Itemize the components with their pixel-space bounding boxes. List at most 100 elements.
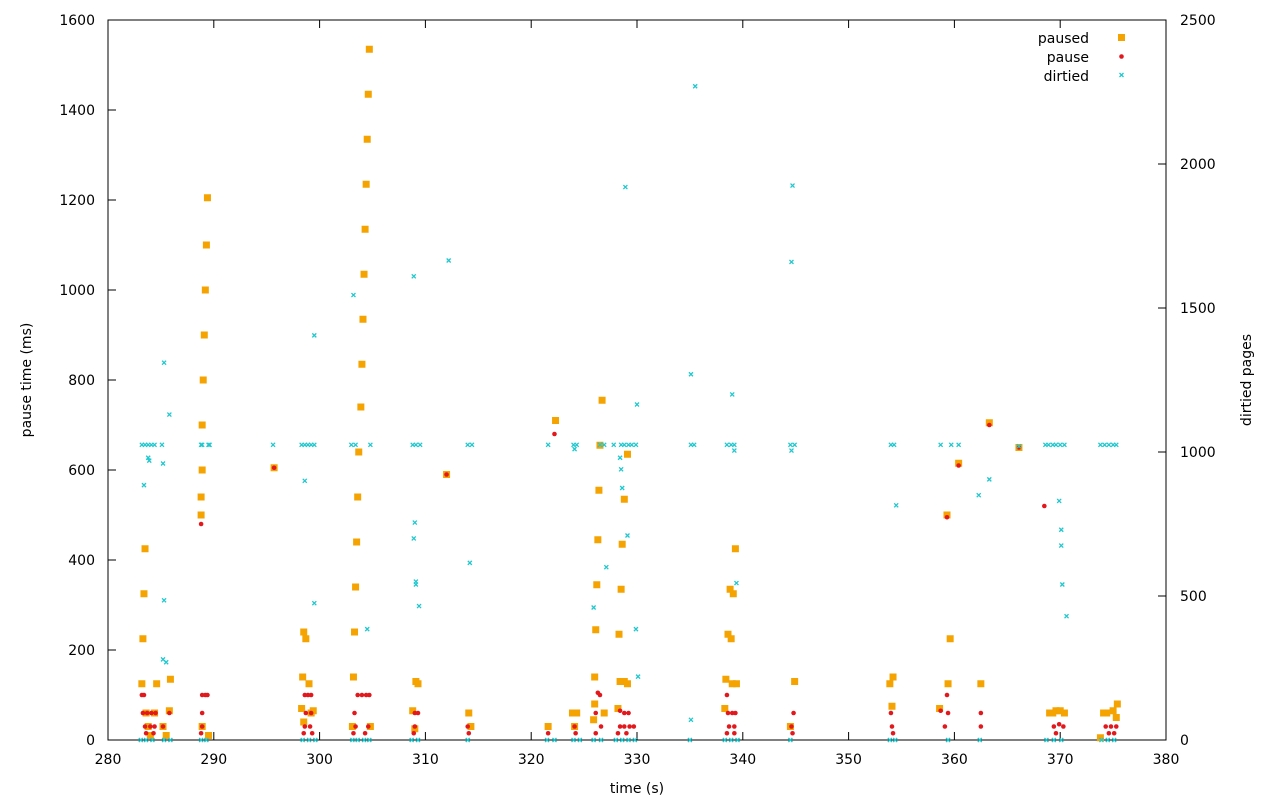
data-point-dirtied	[1102, 442, 1108, 448]
data-point-pause	[726, 724, 732, 729]
data-point-paused	[1052, 707, 1060, 715]
data-point-pause	[198, 521, 204, 527]
data-point-pause	[729, 710, 735, 716]
data-point-paused	[620, 495, 628, 503]
data-point-pause	[365, 724, 371, 729]
data-point-dirtied	[1058, 543, 1064, 549]
data-point-dirtied	[417, 442, 423, 448]
data-point-dirtied	[361, 737, 367, 743]
data-point-pause	[153, 710, 158, 716]
data-point-pause	[466, 730, 472, 736]
data-point-paused	[946, 635, 954, 643]
data-point-dirtied	[306, 737, 312, 743]
data-point-paused	[1112, 714, 1120, 721]
data-point-paused	[568, 709, 576, 717]
data-point-paused	[162, 732, 170, 739]
data-point-paused	[595, 486, 603, 494]
data-point-pause	[545, 730, 551, 736]
data-point-dirtied	[891, 442, 897, 448]
data-point-pause	[978, 710, 984, 716]
data-point-dirtied	[787, 737, 793, 743]
data-point-paused	[205, 732, 213, 739]
x-tick-label: 360	[941, 752, 968, 768]
data-point-dirtied	[613, 737, 619, 743]
x-tick-label: 290	[200, 752, 227, 768]
data-point-dirtied	[416, 603, 422, 609]
data-point-dirtied	[353, 442, 359, 448]
data-point-pause	[140, 710, 146, 716]
data-point-pause	[597, 692, 603, 698]
data-point-pause	[598, 724, 604, 729]
data-point-dirtied	[469, 442, 475, 448]
data-point-paused	[355, 448, 363, 456]
data-point-dirtied	[465, 442, 471, 448]
data-point-paused	[1096, 734, 1104, 742]
data-point-pause	[615, 730, 621, 736]
data-point-pause	[725, 710, 731, 716]
data-point-dirtied	[311, 332, 317, 338]
data-point-paused	[203, 194, 211, 202]
data-point-dirtied	[626, 737, 631, 743]
data-point-pause	[944, 514, 950, 520]
data-point-pause	[199, 724, 205, 729]
data-point-dirtied	[544, 737, 550, 743]
data-point-paused	[590, 716, 598, 724]
data-point-pause	[888, 710, 894, 716]
data-point-dirtied	[412, 520, 418, 526]
data-point-paused	[357, 403, 365, 411]
x-tick-label: 280	[95, 752, 122, 768]
data-point-dirtied	[1016, 443, 1022, 449]
data-point-dirtied	[792, 442, 798, 448]
data-point-dirtied	[467, 560, 473, 566]
data-point-paused	[359, 315, 367, 323]
data-point-pause	[143, 730, 149, 736]
data-point-dirtied	[632, 737, 638, 743]
data-point-dirtied	[977, 737, 983, 743]
data-point-pause	[307, 724, 313, 729]
data-point-paused	[623, 680, 631, 688]
data-point-dirtied	[415, 737, 421, 743]
data-point-dirtied	[598, 737, 604, 743]
data-point-paused	[889, 673, 897, 681]
data-point-dirtied	[366, 737, 372, 743]
data-point-dirtied	[618, 466, 624, 472]
y-tick-label: 1200	[59, 193, 95, 209]
y2-tick-label: 1500	[1180, 301, 1216, 317]
data-point-dirtied	[893, 502, 899, 508]
data-point-paused	[349, 673, 357, 681]
data-point-dirtied	[688, 371, 694, 377]
data-point-dirtied	[1099, 737, 1104, 743]
data-point-paused	[600, 709, 608, 717]
data-point-dirtied	[312, 737, 318, 743]
data-point-paused	[197, 493, 205, 501]
data-point-paused	[791, 678, 799, 685]
data-point-paused	[721, 705, 729, 712]
data-point-paused	[1103, 709, 1111, 717]
data-point-pause	[573, 730, 578, 736]
data-point-dirtied	[789, 448, 794, 454]
data-point-dirtied	[731, 442, 737, 448]
data-point-pause	[362, 730, 368, 736]
data-point-dirtied	[787, 442, 793, 448]
data-point-dirtied	[733, 580, 739, 586]
data-point-pause	[149, 710, 154, 716]
data-point-paused	[1109, 707, 1117, 715]
data-point-paused	[573, 709, 581, 717]
data-point-pause	[733, 710, 738, 716]
data-point-dirtied	[160, 461, 166, 466]
data-point-dirtied	[207, 442, 213, 448]
data-point-dirtied	[163, 659, 169, 665]
data-point-pause	[355, 692, 360, 698]
data-point-pause	[1103, 724, 1108, 729]
data-point-paused	[593, 581, 601, 589]
data-point-paused	[360, 270, 368, 278]
data-point-dirtied	[986, 476, 992, 482]
data-point-pause	[167, 710, 172, 716]
data-point-paused	[1113, 700, 1121, 708]
data-point-dirtied	[1113, 442, 1119, 448]
data-point-pause	[465, 724, 471, 729]
legend-label-paused: paused	[1038, 31, 1089, 47]
y-axis-left: 0 200 400 600 800 1000 1200 1400 1600	[59, 13, 116, 749]
data-point-pause	[631, 724, 637, 729]
data-point-dirtied	[199, 442, 205, 448]
